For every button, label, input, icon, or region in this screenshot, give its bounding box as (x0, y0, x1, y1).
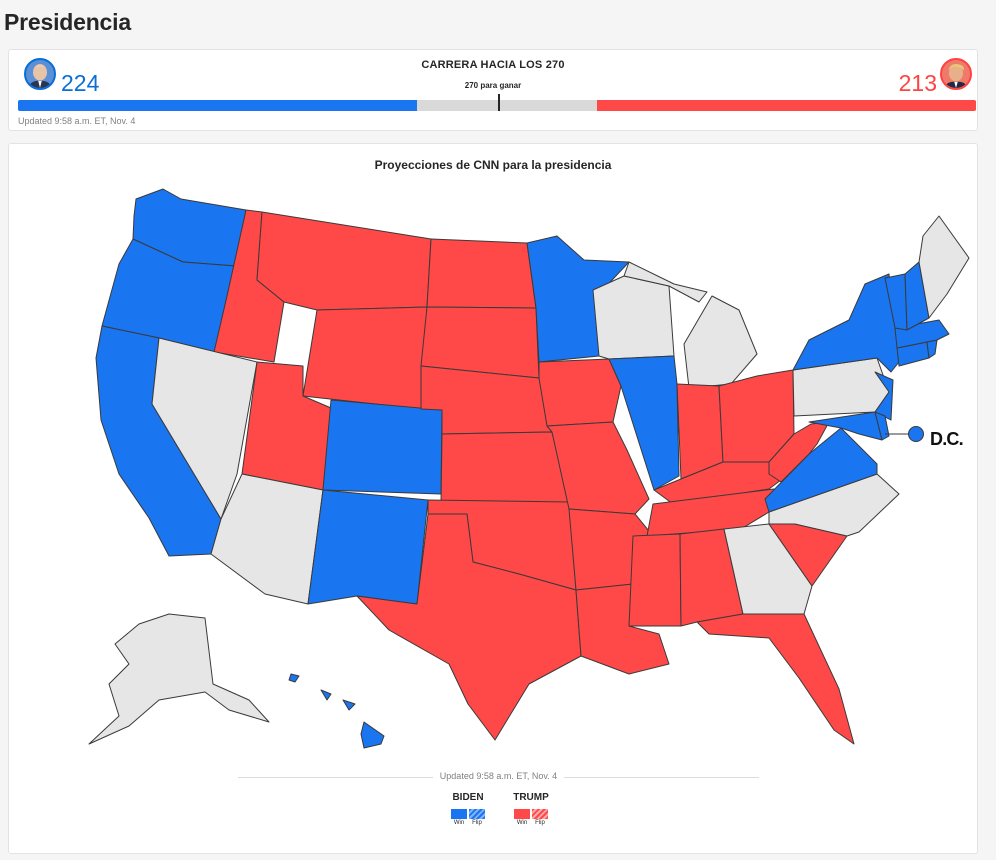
state-co (322, 399, 443, 495)
state-il (608, 355, 680, 491)
state-md (808, 411, 883, 441)
page-title: Presidencia (4, 9, 131, 35)
legend-trump: TRUMP Win Flip (513, 792, 549, 826)
biden-bar-segment (18, 100, 417, 111)
legend-biden-win-label: Win (453, 820, 465, 826)
state-de (874, 411, 890, 441)
trump-electoral-count: 213 (898, 70, 937, 96)
trump-bar-segment (596, 100, 976, 111)
threshold-label: 270 para ganar (464, 81, 522, 90)
legend-trump-flip-label: Flip (535, 820, 545, 826)
state-hi-1 (360, 721, 385, 749)
dc-label: D.C. (930, 429, 964, 449)
legend-trump-flip-swatch (532, 809, 548, 819)
state-nm (307, 489, 429, 605)
electoral-vote-bar (18, 94, 976, 111)
state-hi-4 (342, 699, 356, 711)
state-ny (792, 273, 900, 373)
state-nc (768, 473, 900, 537)
state-ia (538, 358, 622, 427)
biden-avatar (24, 58, 56, 90)
race-title: CARRERA HACIA LOS 270 (421, 59, 565, 71)
biden-portrait-icon (26, 60, 54, 88)
state-ms (628, 533, 682, 627)
state-ak (88, 613, 270, 745)
dc-marker (908, 426, 924, 442)
state-fl (696, 613, 855, 745)
legend-trump-name: TRUMP (513, 792, 549, 803)
state-mi-up (623, 261, 708, 303)
state-hi-3 (288, 673, 300, 683)
trump-avatar (940, 58, 972, 90)
trump-portrait-icon (942, 60, 970, 88)
state-wi (592, 275, 675, 360)
threshold-marker (497, 94, 500, 111)
state-mo (546, 421, 650, 515)
race-updated-timestamp: Updated 9:58 a.m. ET, Nov. 4 (18, 116, 136, 126)
legend-trump-win-label: Win (516, 820, 528, 826)
legend-trump-win-swatch (514, 809, 530, 819)
state-nd (426, 238, 537, 309)
projection-map-panel: Proyecciones de CNN para la presidencia (8, 143, 978, 854)
race-to-270-panel: 224 CARRERA HACIA LOS 270 270 para ganar… (8, 49, 978, 131)
map-updated-timestamp: Updated 9:58 a.m. ET, Nov. 4 (238, 771, 759, 781)
legend-biden-name: BIDEN (452, 792, 484, 803)
legend-biden-flip-swatch (469, 809, 485, 819)
state-mi (683, 295, 758, 389)
state-wy (302, 306, 428, 410)
state-wv (768, 421, 830, 483)
map-title: Proyecciones de CNN para la presidencia (374, 158, 612, 172)
state-ga (723, 523, 813, 615)
us-electoral-map (88, 188, 970, 749)
state-hi-2 (320, 689, 332, 701)
state-ri (926, 339, 938, 359)
state-me (918, 215, 970, 319)
state-tn (646, 488, 775, 537)
legend-biden-win-swatch (451, 809, 467, 819)
legend-biden-flip-label: Flip (472, 820, 482, 826)
biden-electoral-count: 224 (61, 70, 100, 96)
state-nv (151, 337, 258, 520)
state-mt (256, 211, 432, 311)
state-ks (440, 431, 570, 503)
legend-biden: BIDEN Win Flip (450, 792, 486, 826)
